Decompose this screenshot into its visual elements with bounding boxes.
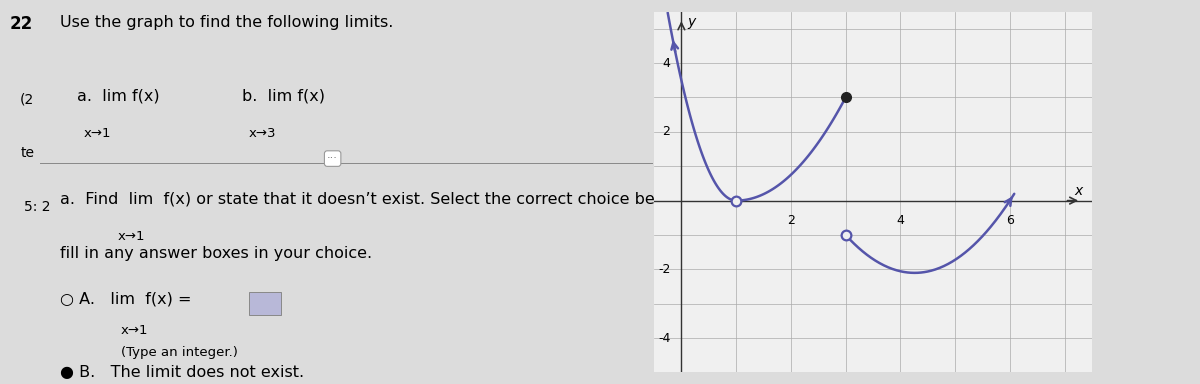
Text: fill in any answer boxes in your choice.: fill in any answer boxes in your choice. xyxy=(60,246,373,261)
Text: 2: 2 xyxy=(787,214,794,227)
Text: y: y xyxy=(688,15,695,29)
Text: 22: 22 xyxy=(10,15,34,33)
Text: Use the graph to find the following limits.: Use the graph to find the following limi… xyxy=(60,15,394,30)
Text: te: te xyxy=(20,146,34,160)
Text: x→1: x→1 xyxy=(118,230,145,243)
Text: (2: (2 xyxy=(20,92,35,106)
Text: 4: 4 xyxy=(662,56,671,70)
FancyBboxPatch shape xyxy=(248,292,281,315)
Text: 5: 2: 5: 2 xyxy=(24,200,50,214)
Text: ○ A.   lim  f(x) =: ○ A. lim f(x) = xyxy=(60,292,192,307)
Text: x→1: x→1 xyxy=(84,127,112,140)
Text: 6: 6 xyxy=(1006,214,1014,227)
Text: -2: -2 xyxy=(658,263,671,276)
Text: x→3: x→3 xyxy=(248,127,276,140)
Text: a.  Find  lim  f(x) or state that it doesn’t exist. Select the correct choice be: a. Find lim f(x) or state that it doesn’… xyxy=(60,192,718,207)
Text: x: x xyxy=(1074,184,1082,198)
Text: a.  lim f(x): a. lim f(x) xyxy=(77,88,160,103)
Text: ● B.   The limit does not exist.: ● B. The limit does not exist. xyxy=(60,365,305,380)
Text: x→1: x→1 xyxy=(121,324,149,338)
Text: 4: 4 xyxy=(896,214,905,227)
Text: ···: ··· xyxy=(328,154,338,164)
Text: (Type an integer.): (Type an integer.) xyxy=(121,346,238,359)
Text: -4: -4 xyxy=(658,332,671,344)
Text: b.  lim f(x): b. lim f(x) xyxy=(242,88,325,103)
Text: 2: 2 xyxy=(662,125,671,138)
